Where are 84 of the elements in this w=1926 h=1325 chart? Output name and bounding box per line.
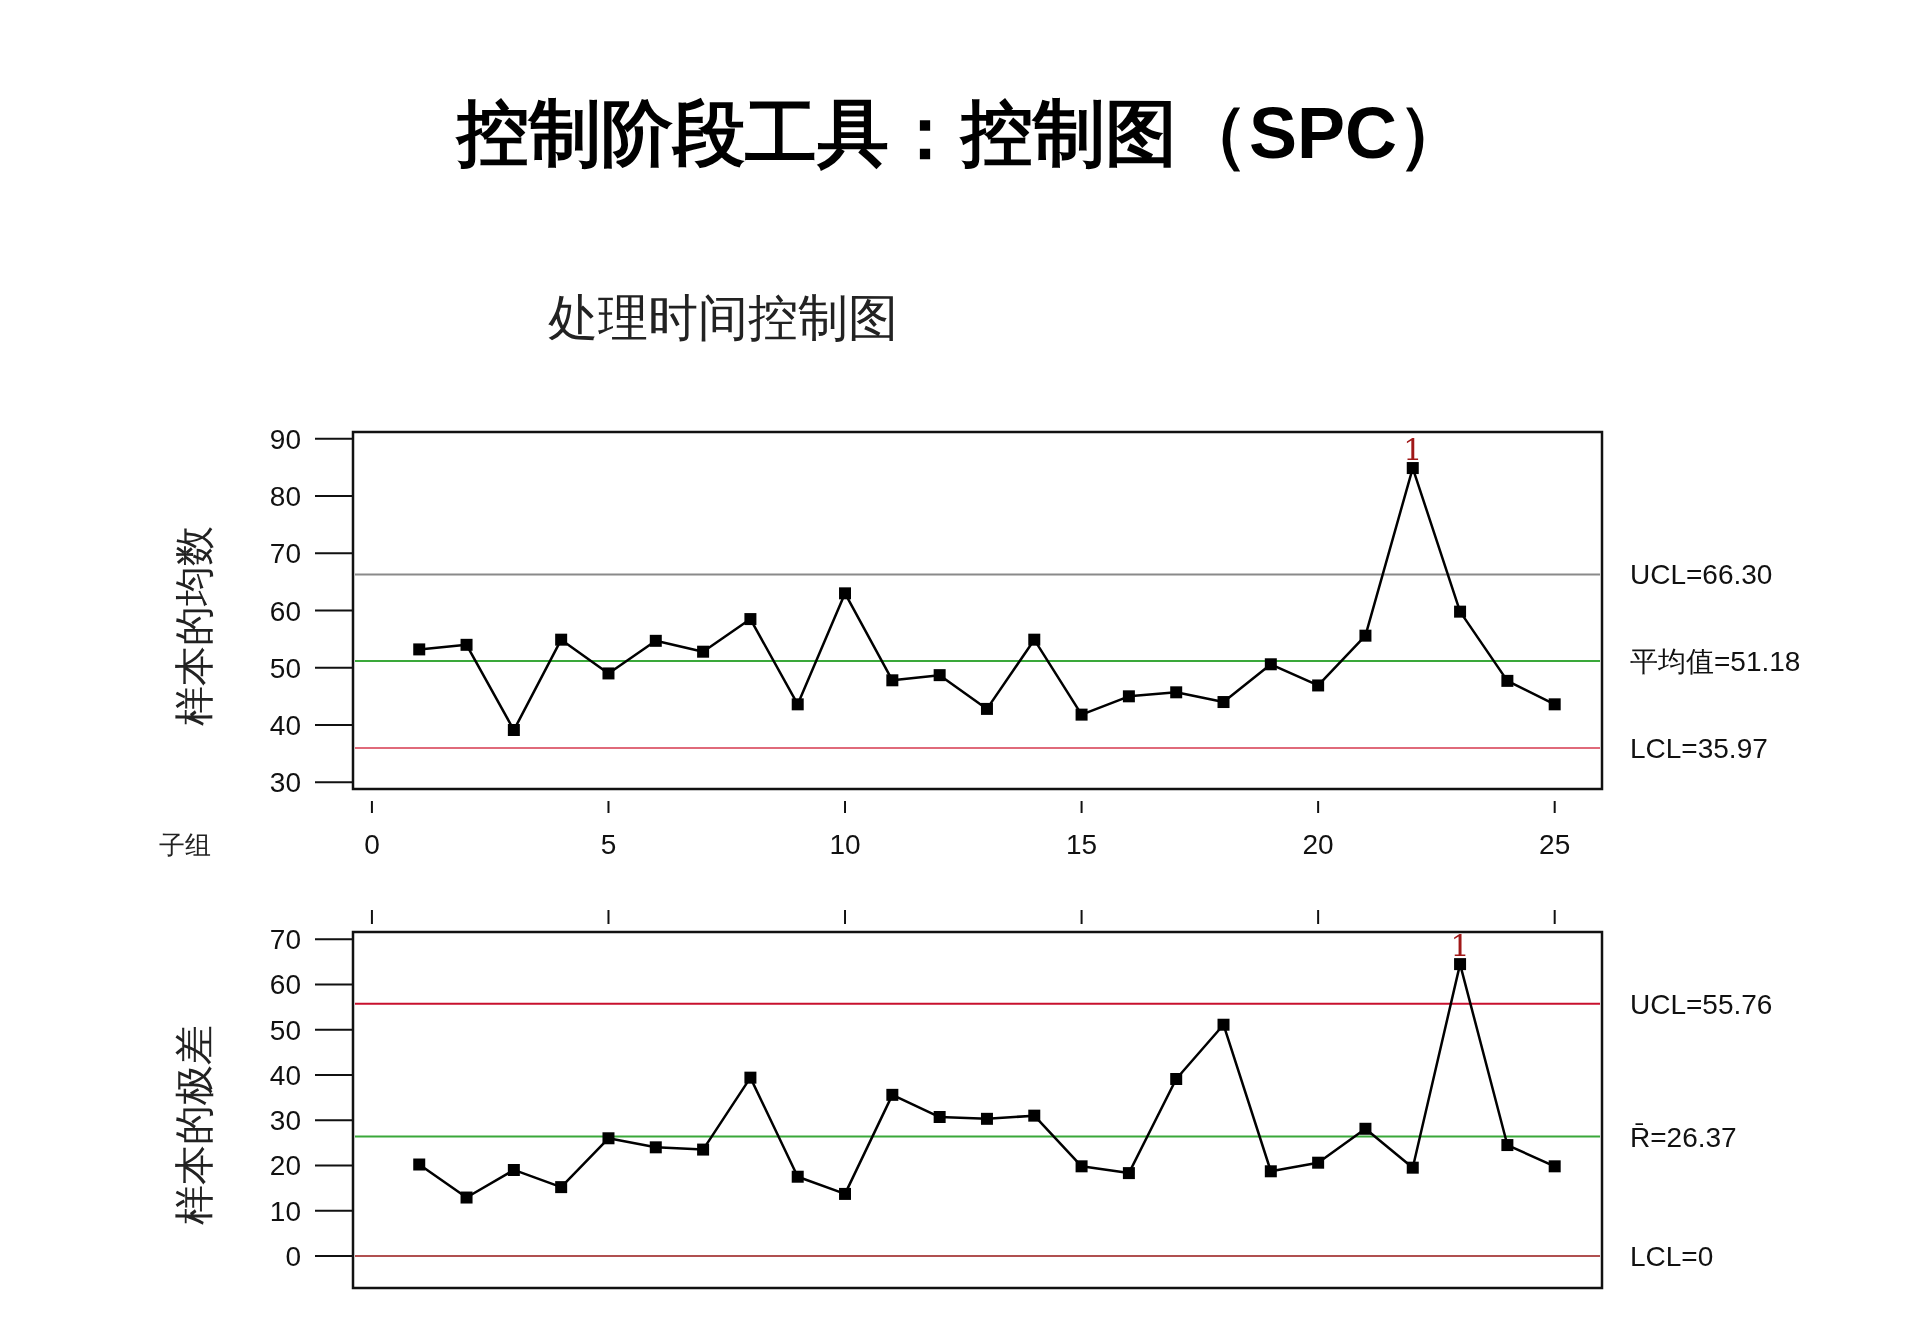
- x-tick-label: 25: [1539, 829, 1571, 860]
- point: [649, 634, 662, 647]
- point: [886, 674, 899, 687]
- point: [555, 633, 568, 646]
- point: [1122, 1167, 1135, 1180]
- ref-line-label: LCL=35.97: [1630, 732, 1768, 764]
- ref-line-label: 平均值=51.18: [1630, 645, 1801, 677]
- point: [1028, 633, 1041, 646]
- y-tick-label: 40: [269, 1059, 301, 1091]
- point: [886, 1088, 899, 1101]
- point: [791, 1170, 804, 1183]
- point: [1312, 679, 1325, 692]
- point: [839, 1187, 852, 1200]
- y-tick-label: 60: [269, 969, 301, 1001]
- point: [933, 669, 946, 682]
- y-tick-label: 70: [269, 538, 301, 570]
- point: [555, 1181, 568, 1194]
- x-tick-label: 10: [829, 829, 861, 860]
- point: [460, 638, 473, 651]
- y-axis-title: 样本的均数: [171, 525, 217, 726]
- point: [839, 587, 852, 600]
- x-axis-title: 子组: [159, 830, 211, 860]
- point: [1028, 1109, 1041, 1122]
- ref-line-label: UCL=66.30: [1630, 559, 1773, 591]
- y-tick-label: 50: [269, 1014, 301, 1046]
- point: [413, 643, 426, 656]
- ref-line-label: UCL=55.76: [1630, 988, 1773, 1020]
- point: [744, 1071, 757, 1084]
- point: [1406, 462, 1419, 475]
- point: [697, 1143, 710, 1156]
- point: [1122, 690, 1135, 703]
- point: [1454, 605, 1467, 618]
- point: [1406, 1161, 1419, 1174]
- x-tick-label: 5: [600, 829, 617, 860]
- point: [1359, 1122, 1372, 1135]
- point: [980, 702, 993, 715]
- chart-title: 控制阶段工具：控制图（SPC）: [454, 93, 1470, 173]
- y-tick-label: 10: [269, 1195, 301, 1227]
- point: [791, 698, 804, 711]
- y-tick-label: 40: [269, 709, 301, 741]
- point: [1075, 708, 1088, 721]
- y-tick-label: 20: [269, 1150, 301, 1182]
- point: [460, 1191, 473, 1204]
- point: [1075, 1160, 1088, 1173]
- point: [744, 613, 757, 626]
- annotation: 1: [1403, 432, 1423, 468]
- point: [413, 1158, 426, 1171]
- y-tick-label: 90: [269, 423, 301, 455]
- point: [602, 1132, 615, 1145]
- x-tick-label: 15: [1066, 829, 1098, 860]
- point: [507, 724, 520, 737]
- y-axis-title: 样本的极差: [171, 1025, 217, 1225]
- y-tick-label: 50: [269, 652, 301, 684]
- point: [507, 1163, 520, 1176]
- point: [1501, 1139, 1514, 1152]
- point: [980, 1112, 993, 1125]
- point: [649, 1141, 662, 1154]
- point: [1170, 1073, 1183, 1086]
- point: [1217, 1018, 1230, 1031]
- point: [602, 667, 615, 680]
- annotation: 1: [1450, 928, 1470, 964]
- x-tick-label: 20: [1302, 829, 1334, 860]
- point: [1217, 696, 1230, 709]
- point: [697, 645, 710, 658]
- point: [1359, 629, 1372, 642]
- chart-subtitle: 处理时间控制图: [548, 289, 898, 347]
- point: [1312, 1156, 1325, 1169]
- point: [1501, 674, 1514, 687]
- y-tick-label: 0: [285, 1240, 301, 1272]
- y-tick-label: 70: [269, 924, 301, 956]
- y-tick-label: 30: [269, 1105, 301, 1137]
- x-tick-label: 0: [364, 829, 380, 860]
- y-tick-label: 80: [269, 481, 301, 513]
- y-tick-label: 30: [269, 767, 301, 799]
- point: [1170, 686, 1183, 699]
- y-tick-label: 60: [269, 595, 301, 627]
- point: [1548, 1160, 1561, 1173]
- point: [1548, 698, 1561, 711]
- ref-line-label: LCL=0: [1630, 1240, 1714, 1272]
- point: [1264, 1165, 1277, 1178]
- ref-line-label: R̄=26.37: [1630, 1121, 1737, 1153]
- point: [1454, 958, 1467, 971]
- point: [933, 1111, 946, 1124]
- point: [1264, 658, 1277, 671]
